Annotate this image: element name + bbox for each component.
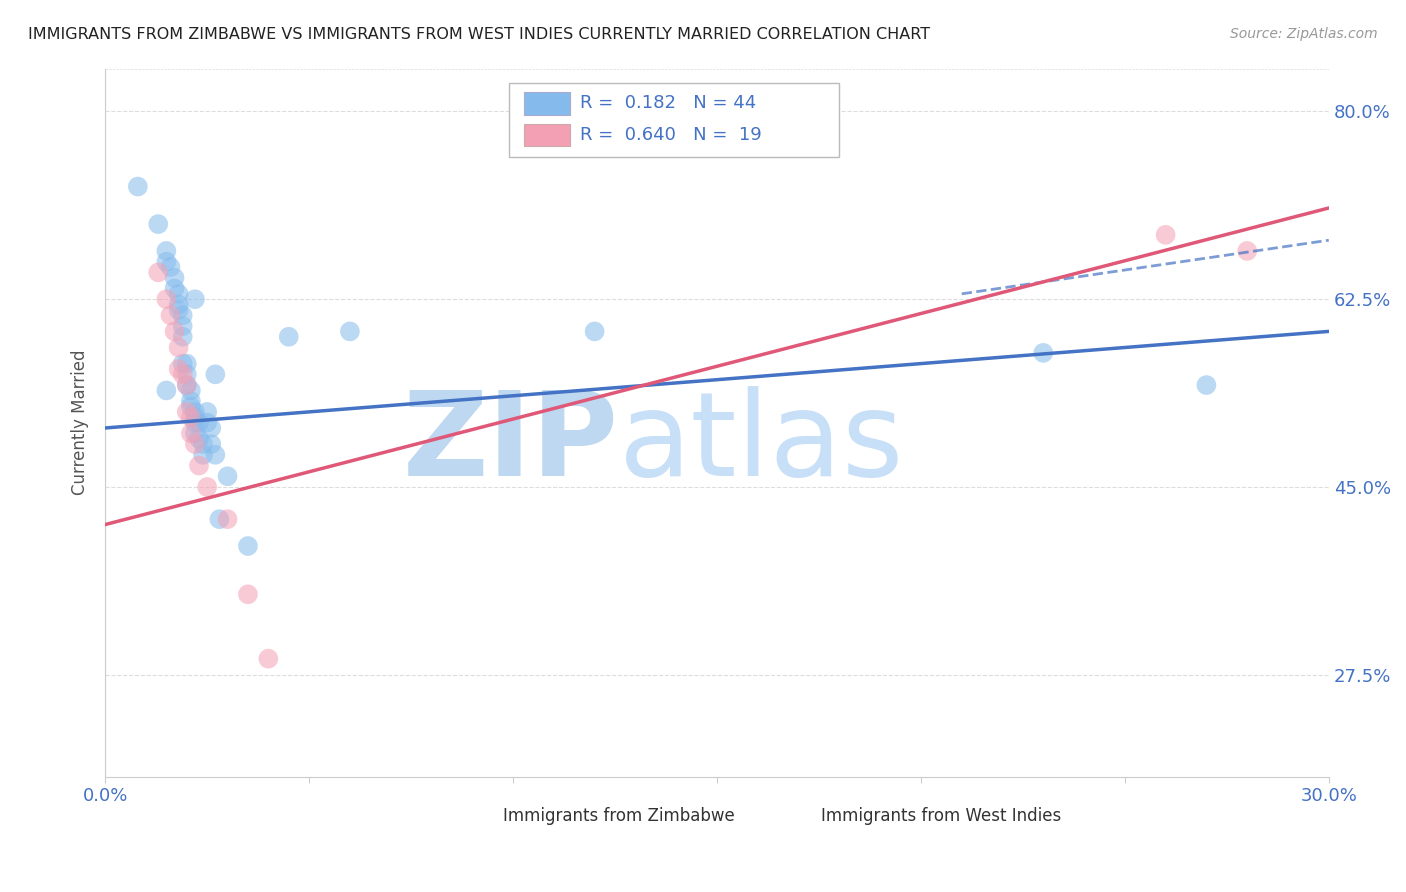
Point [184, 292, 207, 306]
Point [176, 378, 198, 392]
Text: Source: ZipAtlas.com: Source: ZipAtlas.com [1230, 27, 1378, 41]
Point [172, 319, 194, 334]
Point [195, 405, 218, 419]
Point [236, 539, 259, 553]
Point [200, 421, 222, 435]
Point [163, 270, 186, 285]
Point [155, 254, 177, 268]
Text: Immigrants from West Indies: Immigrants from West Indies [821, 806, 1062, 824]
Point [148, 265, 170, 279]
FancyBboxPatch shape [509, 83, 839, 157]
Point [159, 308, 181, 322]
Point [176, 368, 198, 382]
Point [167, 341, 190, 355]
Point [191, 448, 214, 462]
Point [257, 651, 280, 665]
Point [172, 368, 194, 382]
Point [176, 357, 198, 371]
Text: Immigrants from Zimbabwe: Immigrants from Zimbabwe [503, 806, 734, 824]
Point [236, 587, 259, 601]
FancyBboxPatch shape [772, 807, 811, 825]
Point [176, 378, 198, 392]
Text: atlas: atlas [619, 386, 904, 501]
Point [217, 512, 239, 526]
Point [195, 480, 218, 494]
Point [172, 330, 194, 344]
Point [127, 179, 149, 194]
Point [155, 384, 177, 398]
Text: ZIP: ZIP [404, 386, 619, 501]
Point [180, 426, 202, 441]
Point [180, 384, 202, 398]
Point [188, 416, 211, 430]
Point [163, 325, 186, 339]
Point [217, 469, 239, 483]
Point [583, 325, 606, 339]
Point [188, 458, 211, 473]
Y-axis label: Currently Married: Currently Married [72, 350, 89, 495]
Text: R =  0.182   N = 44: R = 0.182 N = 44 [579, 95, 756, 112]
Point [180, 400, 202, 414]
Point [163, 281, 186, 295]
Point [208, 512, 231, 526]
Point [172, 308, 194, 322]
Point [155, 292, 177, 306]
Point [184, 410, 207, 425]
Point [339, 325, 361, 339]
Point [180, 394, 202, 409]
Point [204, 448, 226, 462]
FancyBboxPatch shape [523, 92, 571, 114]
Point [277, 330, 299, 344]
FancyBboxPatch shape [454, 807, 494, 825]
Point [195, 416, 218, 430]
Point [167, 286, 190, 301]
Point [1236, 244, 1258, 258]
Point [204, 368, 226, 382]
Point [176, 405, 198, 419]
Point [167, 297, 190, 311]
Point [184, 437, 207, 451]
Point [159, 260, 181, 274]
Point [148, 217, 170, 231]
Point [180, 410, 202, 425]
Point [188, 432, 211, 446]
Point [1195, 378, 1218, 392]
Point [167, 302, 190, 317]
Point [191, 437, 214, 451]
Text: R =  0.640   N =  19: R = 0.640 N = 19 [579, 126, 762, 145]
FancyBboxPatch shape [523, 124, 571, 146]
Point [184, 426, 207, 441]
Point [1154, 227, 1177, 242]
Text: IMMIGRANTS FROM ZIMBABWE VS IMMIGRANTS FROM WEST INDIES CURRENTLY MARRIED CORREL: IMMIGRANTS FROM ZIMBABWE VS IMMIGRANTS F… [28, 27, 931, 42]
Point [1032, 346, 1054, 360]
Point [184, 416, 207, 430]
Point [167, 362, 190, 376]
Point [172, 357, 194, 371]
Point [184, 405, 207, 419]
Point [155, 244, 177, 258]
Point [200, 437, 222, 451]
